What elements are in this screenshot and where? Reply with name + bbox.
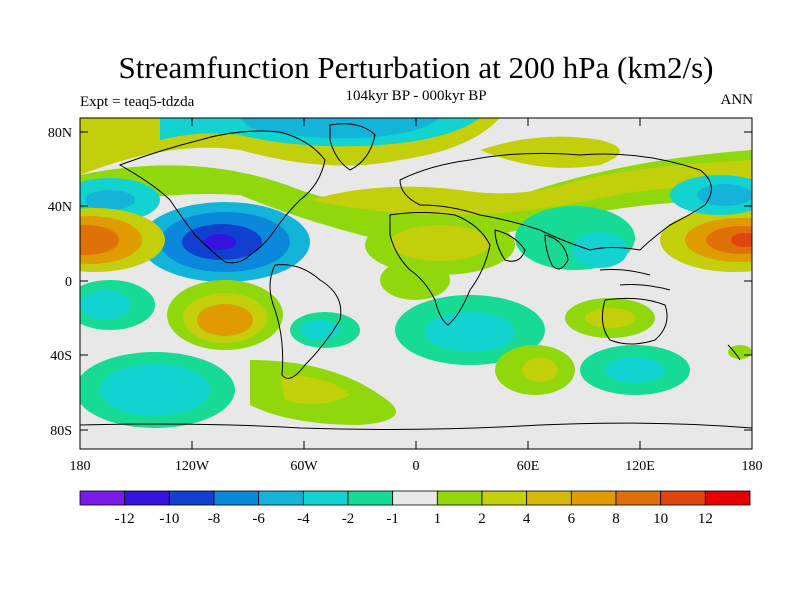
experiment-label: Expt = teaq5-tdzda bbox=[80, 94, 195, 110]
lon-label-120w: 120W bbox=[175, 459, 210, 474]
contour-region bbox=[310, 160, 752, 215]
contour-region bbox=[80, 290, 130, 320]
contour-region bbox=[585, 308, 635, 328]
contour-region bbox=[80, 225, 119, 255]
lat-label-0: 0 bbox=[65, 275, 72, 290]
colorbar-label: 10 bbox=[653, 511, 668, 527]
coastlines bbox=[80, 123, 752, 430]
lon-label-180w: 180 bbox=[70, 459, 91, 474]
lon-label-120e: 120E bbox=[625, 459, 655, 474]
map-subtitle: 104kyr BP - 000kyr BP bbox=[345, 88, 487, 104]
contour-region bbox=[728, 345, 752, 359]
contour-region bbox=[197, 304, 253, 336]
colorbar-swatch bbox=[436, 490, 483, 506]
lat-label-80s: 80S bbox=[50, 424, 72, 439]
colorbar-label: -4 bbox=[297, 511, 310, 527]
contour-region bbox=[85, 190, 135, 210]
field-layer bbox=[80, 118, 752, 449]
colorbar-label: 12 bbox=[698, 511, 713, 527]
colorbar-swatch bbox=[526, 490, 572, 506]
colorbar-swatch bbox=[481, 490, 528, 506]
lon-label-60w: 60W bbox=[290, 459, 318, 474]
colorbar-label: -1 bbox=[386, 511, 399, 527]
lon-label-0: 0 bbox=[413, 459, 420, 474]
colorbar-swatch bbox=[168, 490, 215, 506]
contour-region bbox=[522, 358, 558, 382]
lat-label-80n: 80N bbox=[48, 126, 72, 141]
contour-region bbox=[697, 184, 752, 206]
contour-region bbox=[572, 232, 628, 268]
colorbar-label: 8 bbox=[612, 511, 620, 527]
colorbar-label: 1 bbox=[434, 511, 442, 527]
colorbar-swatch bbox=[124, 490, 170, 506]
colorbar-swatch bbox=[79, 490, 126, 506]
colorbar-swatch bbox=[213, 490, 260, 506]
colorbar-label: 6 bbox=[568, 511, 576, 527]
season-label: ANN bbox=[720, 92, 754, 108]
contour-region bbox=[80, 118, 160, 140]
colorbar-label: 4 bbox=[523, 511, 531, 527]
lon-label-60e: 60E bbox=[517, 459, 540, 474]
colorbar-label: 2 bbox=[478, 511, 486, 527]
colorbar-swatch bbox=[704, 490, 751, 506]
colorbar-swatch bbox=[660, 490, 706, 506]
colorbar-label: -10 bbox=[159, 511, 179, 527]
latitude-labels: 80N 40N 0 40S 80S bbox=[48, 126, 72, 439]
contour-region bbox=[100, 364, 210, 416]
contour-region bbox=[480, 136, 620, 168]
colorbar-swatch bbox=[258, 490, 304, 506]
contour-region bbox=[204, 234, 236, 250]
map-title: Streamfunction Perturbation at 200 hPa (… bbox=[118, 50, 714, 85]
colorbar-label: -12 bbox=[115, 511, 135, 527]
lat-label-40n: 40N bbox=[48, 200, 72, 215]
contour-region bbox=[390, 225, 490, 261]
lat-label-40s: 40S bbox=[50, 349, 72, 364]
colorbar-swatch bbox=[615, 490, 662, 506]
colorbar-label: -8 bbox=[208, 511, 221, 527]
colorbar-label: -2 bbox=[342, 511, 355, 527]
contour-region bbox=[280, 375, 350, 404]
longitude-labels: 180 120W 60W 0 60E 120E 180 bbox=[70, 459, 763, 474]
contour-region bbox=[425, 312, 515, 352]
contour-region bbox=[731, 233, 752, 247]
lon-label-180e: 180 bbox=[742, 459, 763, 474]
contour-region bbox=[380, 260, 450, 300]
colorbar-label: -6 bbox=[252, 511, 265, 527]
colorbar-swatch bbox=[392, 490, 438, 506]
colorbar-swatch bbox=[570, 490, 617, 506]
colorbar-swatch bbox=[347, 490, 394, 506]
colorbar-swatch bbox=[302, 490, 349, 506]
colorbar: -12 -10 -8 -6 -4 -2 -1 1 2 4 6 8 10 12 bbox=[79, 490, 751, 527]
contour-region bbox=[605, 357, 665, 383]
contour-region bbox=[240, 118, 440, 139]
contour-region bbox=[706, 226, 752, 254]
axis-ticks bbox=[80, 118, 752, 449]
